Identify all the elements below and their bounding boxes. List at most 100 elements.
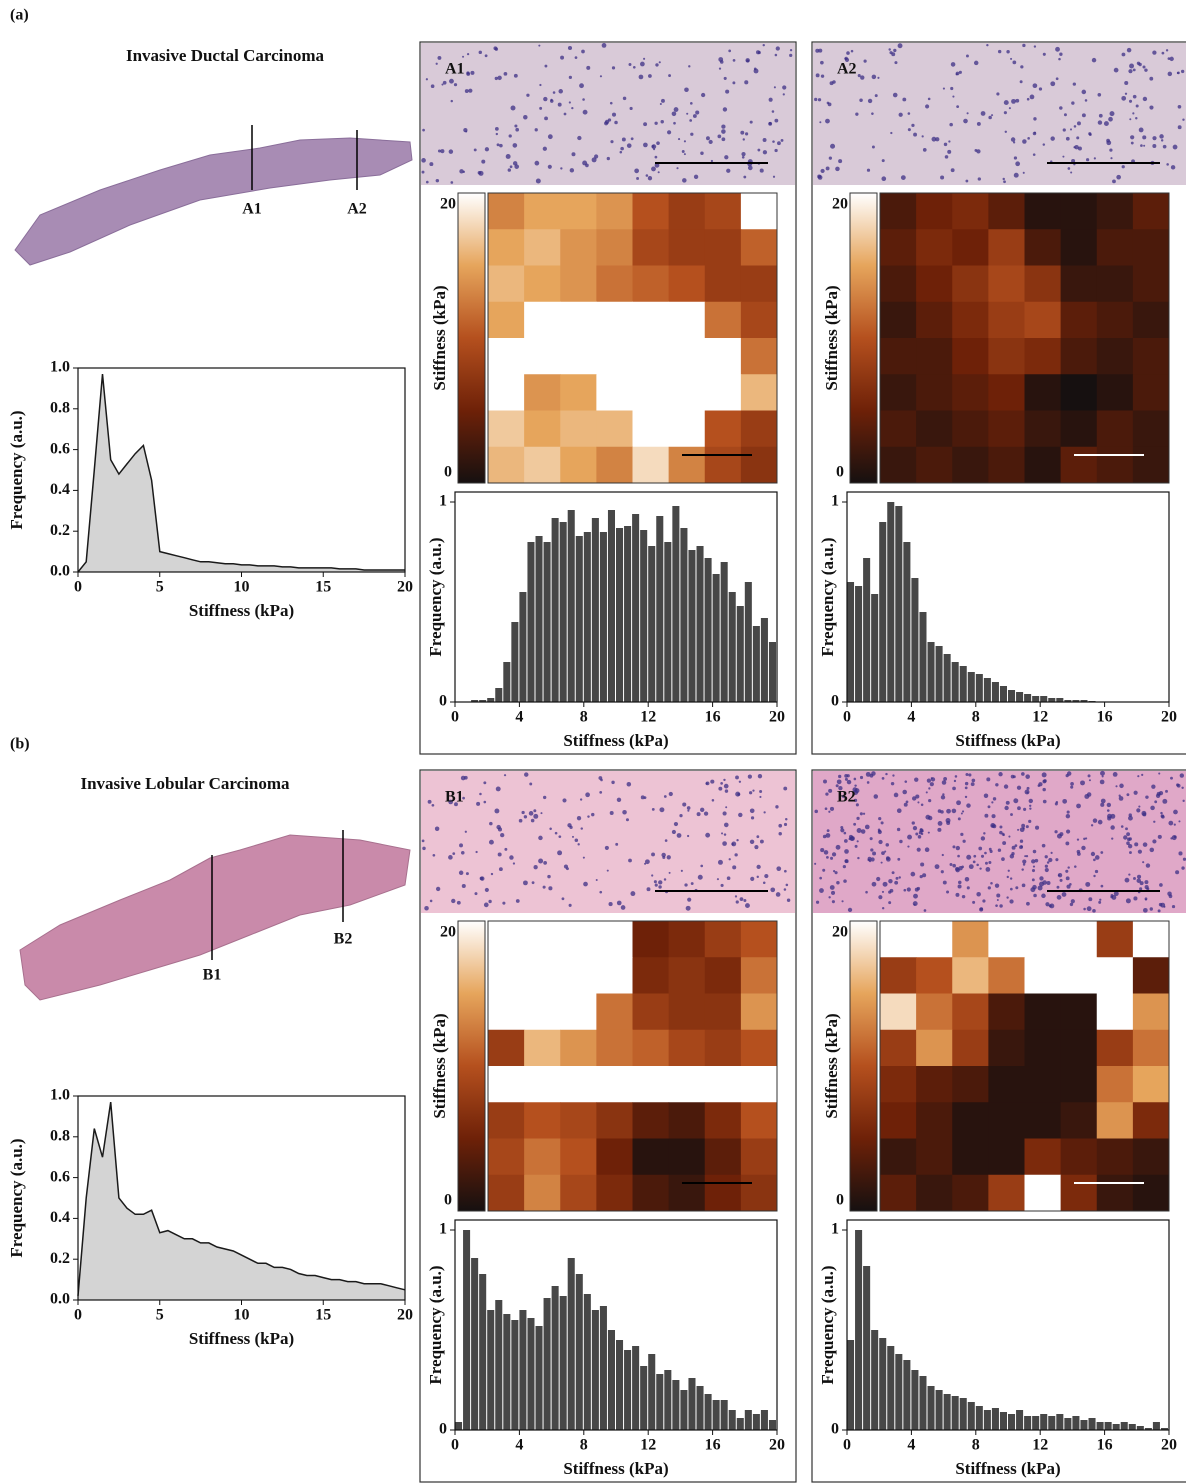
- nucleus: [983, 832, 986, 835]
- nucleus: [663, 878, 667, 881]
- nucleus: [750, 876, 755, 881]
- nucleus: [1173, 823, 1176, 826]
- heatmap-cell: [988, 374, 1025, 411]
- nucleus: [645, 174, 649, 177]
- nucleus: [843, 879, 847, 883]
- nucleus: [724, 155, 729, 160]
- bar: [935, 646, 943, 702]
- nucleus: [668, 791, 673, 797]
- heatmap-cell: [1132, 410, 1170, 448]
- nucleus: [770, 887, 776, 893]
- nucleus: [850, 836, 855, 841]
- nucleus: [658, 885, 662, 889]
- nucleus: [820, 60, 824, 65]
- map-frame: [879, 920, 1170, 1212]
- bar: [455, 1422, 463, 1430]
- nucleus: [871, 771, 876, 776]
- heatmap-cell: [704, 301, 742, 339]
- nucleus: [841, 900, 844, 903]
- nucleus: [957, 817, 961, 821]
- x-tick-label: 16: [705, 1437, 721, 1454]
- colorbar-tick-label: 0: [444, 1192, 452, 1209]
- nucleus: [585, 163, 589, 168]
- nucleus: [906, 887, 911, 892]
- heatmap-cell: [1024, 1138, 1062, 1176]
- heatmap-cell: [596, 193, 633, 230]
- area-fill: [78, 374, 405, 572]
- nucleus: [1057, 874, 1061, 877]
- nucleus: [1138, 805, 1141, 808]
- nucleus: [579, 83, 584, 89]
- nucleus: [643, 142, 648, 148]
- nucleus: [453, 83, 458, 87]
- nucleus: [442, 80, 447, 85]
- nucleus: [540, 812, 543, 815]
- nucleus: [894, 880, 899, 885]
- nucleus: [1110, 825, 1115, 830]
- nucleus: [1127, 837, 1131, 842]
- nucleus: [671, 829, 676, 835]
- bar: [951, 1396, 959, 1430]
- nucleus: [604, 121, 609, 126]
- nucleus: [466, 71, 470, 75]
- heatmap-cell: [1132, 229, 1170, 266]
- nucleus: [1121, 165, 1125, 169]
- nucleus: [1100, 802, 1105, 807]
- nucleus: [759, 789, 763, 793]
- heatmap-cell: [524, 1174, 561, 1212]
- nucleus: [488, 839, 494, 845]
- nucleus: [870, 857, 875, 862]
- nucleus: [1088, 897, 1093, 902]
- nucleus: [903, 802, 908, 807]
- bar: [903, 1360, 911, 1430]
- bar: [591, 1310, 599, 1430]
- nucleus: [860, 829, 866, 834]
- nucleus: [1067, 167, 1071, 170]
- region-label: A1: [242, 201, 262, 218]
- nucleus: [560, 167, 563, 170]
- heatmap-cell: [560, 993, 597, 1031]
- heatmap-cell: [988, 1138, 1025, 1176]
- nucleus: [1083, 837, 1086, 841]
- nucleus: [1091, 57, 1097, 63]
- nucleus: [1161, 51, 1165, 55]
- nucleus: [427, 799, 432, 804]
- nucleus: [421, 158, 426, 163]
- nucleus: [983, 793, 989, 798]
- nucleus: [886, 856, 891, 862]
- heatmap-cell: [880, 1102, 917, 1139]
- nucleus: [718, 57, 724, 62]
- nucleus: [643, 57, 646, 60]
- nucleus: [996, 899, 999, 902]
- nucleus: [759, 795, 762, 799]
- bar: [712, 574, 720, 702]
- bar: [975, 1406, 983, 1430]
- nucleus: [910, 871, 916, 877]
- panel-title: Invasive Lobular Carcinoma: [80, 774, 290, 793]
- nucleus: [1092, 818, 1098, 823]
- nucleus: [927, 831, 930, 834]
- nucleus: [542, 795, 547, 800]
- nucleus: [1162, 144, 1167, 149]
- heatmap-cell: [880, 265, 917, 303]
- nucleus: [547, 134, 553, 140]
- nucleus: [789, 49, 793, 52]
- map-frame: [879, 192, 1170, 484]
- region-box: [811, 769, 1186, 1483]
- nucleus: [651, 166, 656, 172]
- heatmap-cell: [704, 374, 742, 411]
- heatmap-cell: [1024, 301, 1062, 339]
- nucleus: [968, 773, 972, 777]
- nucleus: [1154, 800, 1158, 804]
- region-label: B1: [203, 967, 222, 984]
- heatmap-cell: [596, 1174, 633, 1212]
- bar: [752, 1414, 760, 1430]
- nucleus: [942, 87, 945, 90]
- nucleus: [620, 905, 626, 910]
- nucleus: [448, 799, 454, 805]
- nucleus: [1069, 128, 1073, 131]
- heatmap-cell: [1132, 301, 1170, 339]
- nucleus: [494, 808, 500, 814]
- bar: [688, 1378, 696, 1430]
- heatmap-cell: [488, 229, 525, 266]
